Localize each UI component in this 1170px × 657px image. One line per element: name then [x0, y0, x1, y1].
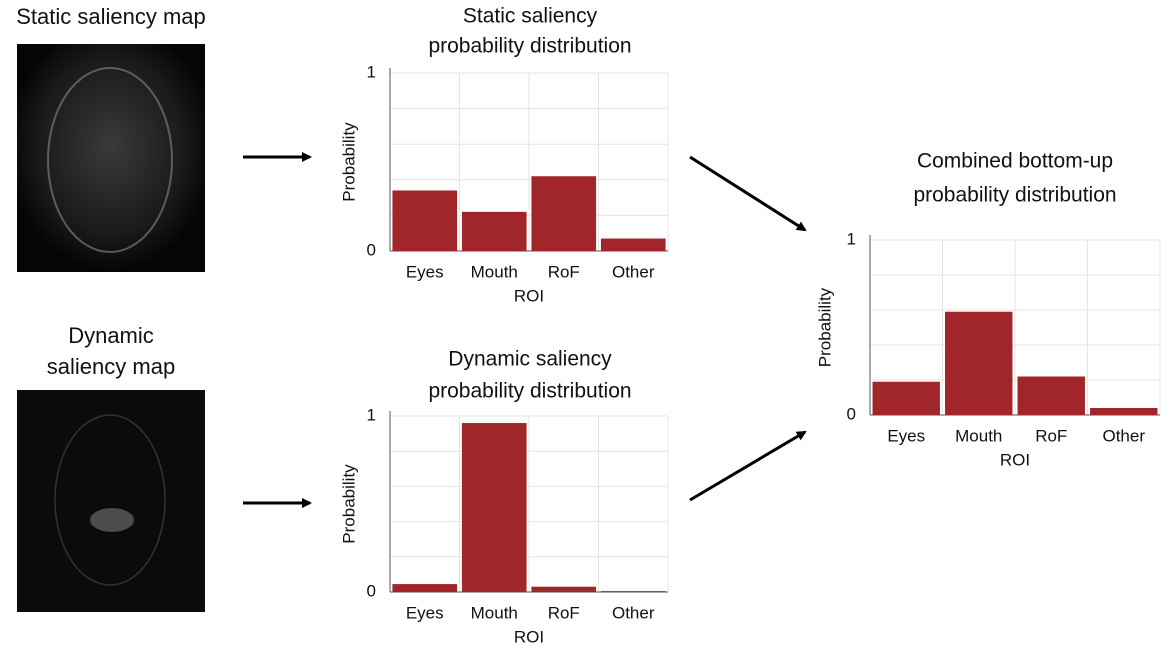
x-axis-label: ROI — [514, 627, 544, 646]
bar — [1017, 376, 1085, 415]
bar — [945, 311, 1013, 415]
x-tick-label: Mouth — [471, 262, 518, 281]
x-tick-label: Mouth — [955, 426, 1002, 445]
chart-title: Combined bottom-up — [917, 150, 1113, 173]
arrow — [689, 155, 807, 232]
y-tick-label: 0 — [367, 581, 376, 600]
face-outline — [54, 414, 166, 586]
image-caption: Dynamic — [68, 323, 154, 348]
y-tick-label: 0 — [847, 404, 856, 423]
bar — [461, 423, 527, 592]
x-tick-label: RoF — [1035, 426, 1067, 445]
image-caption: saliency map — [47, 354, 175, 379]
x-axis-label: ROI — [1000, 450, 1030, 469]
face-outline — [47, 67, 173, 253]
bar — [531, 586, 597, 592]
chart-title: probability distribution — [428, 380, 631, 403]
y-tick-label: 0 — [367, 240, 376, 259]
bar — [392, 190, 458, 251]
arrow — [689, 430, 807, 502]
x-tick-label: RoF — [548, 262, 580, 281]
y-axis-label: Probability — [815, 287, 834, 367]
static-saliency-image — [17, 44, 205, 272]
image-caption: Static saliency map — [16, 4, 206, 29]
bar — [872, 381, 940, 415]
y-tick-label: 1 — [367, 62, 376, 81]
chart-title: probability distribution — [428, 35, 631, 58]
y-axis-label: Probability — [339, 122, 358, 202]
bar — [392, 584, 458, 592]
x-tick-label: Other — [612, 603, 655, 622]
x-tick-label: RoF — [548, 603, 580, 622]
x-tick-label: Other — [612, 262, 655, 281]
bar — [461, 211, 527, 251]
chart-title: Dynamic saliency — [448, 348, 612, 371]
bar — [531, 176, 597, 251]
bar — [1090, 408, 1158, 415]
x-tick-label: Eyes — [887, 426, 925, 445]
y-axis-label: Probability — [339, 464, 358, 544]
x-tick-label: Other — [1102, 426, 1145, 445]
x-tick-label: Mouth — [471, 603, 518, 622]
y-tick-label: 1 — [367, 405, 376, 424]
bar — [600, 591, 666, 592]
chart-title: Static saliency — [463, 5, 598, 28]
x-tick-label: Eyes — [406, 603, 444, 622]
mouth-highlight — [90, 508, 134, 532]
x-tick-label: Eyes — [406, 262, 444, 281]
x-axis-label: ROI — [514, 286, 544, 305]
bar — [600, 238, 666, 251]
y-tick-label: 1 — [847, 229, 856, 248]
chart-title: probability distribution — [913, 184, 1116, 207]
dynamic-saliency-image — [17, 390, 205, 612]
